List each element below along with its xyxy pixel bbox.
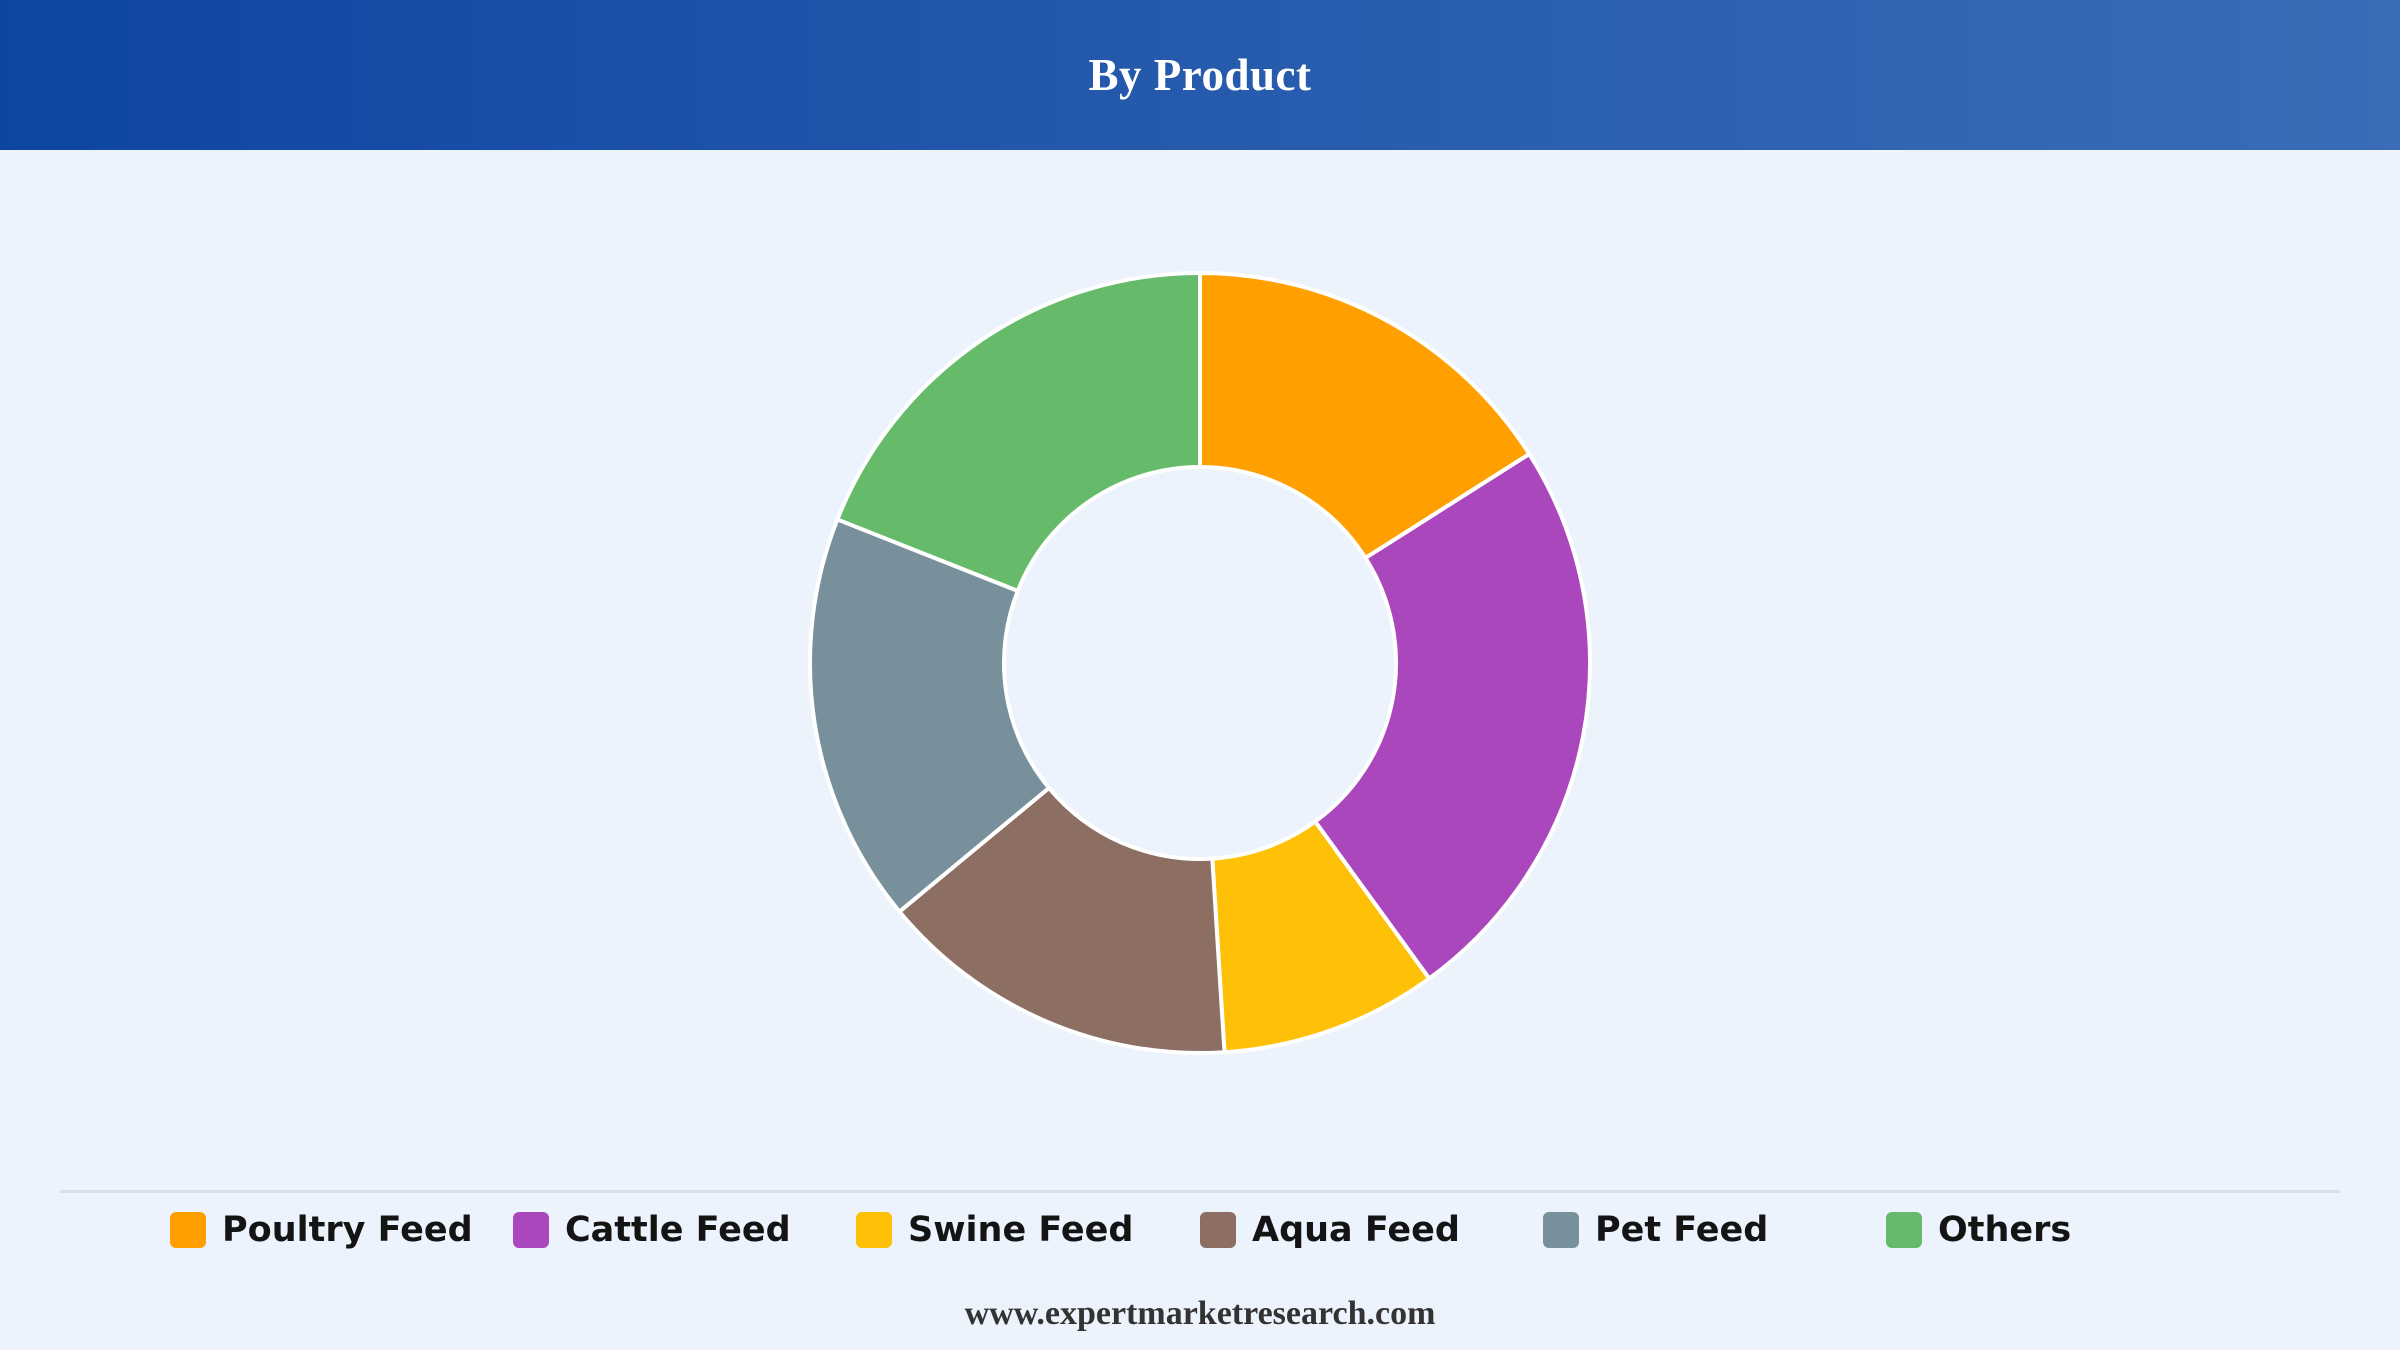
slice-aqua-feed <box>897 785 1227 1055</box>
legend-item-swine-feed: Swine Feed <box>856 1200 1133 1260</box>
slice-others <box>835 271 1202 593</box>
legend-label: Aqua Feed <box>1252 1210 1460 1250</box>
legend-item-aqua-feed: Aqua Feed <box>1200 1200 1460 1260</box>
legend-swatch <box>1200 1212 1236 1248</box>
legend-item-pet-feed: Pet Feed <box>1543 1200 1768 1260</box>
legend-divider <box>60 1190 2340 1193</box>
legend-label: Others <box>1938 1210 2072 1250</box>
legend: Poultry Feed Cattle Feed Swine Feed Aqua… <box>0 1200 2400 1260</box>
legend-swatch <box>513 1212 549 1248</box>
legend-swatch <box>856 1212 892 1248</box>
legend-label: Cattle Feed <box>565 1210 791 1250</box>
legend-label: Swine Feed <box>908 1210 1134 1250</box>
slice-poultry-feed <box>1198 271 1532 560</box>
legend-label: Poultry Feed <box>222 1210 473 1250</box>
legend-item-cattle-feed: Cattle Feed <box>513 1200 791 1260</box>
footer-url: www.expertmarketresearch.com <box>964 1295 1436 1332</box>
legend-item-others: Others <box>1886 1200 2071 1260</box>
legend-swatch <box>1543 1212 1579 1248</box>
header-bar: By Product <box>0 0 2400 150</box>
donut-chart <box>808 271 1592 1055</box>
legend-swatch <box>170 1212 206 1248</box>
slice-cattle-feed <box>1313 452 1592 981</box>
chart-title: By Product <box>1088 50 1312 100</box>
legend-item-poultry-feed: Poultry Feed <box>170 1200 473 1260</box>
slice-pet-feed <box>808 517 1051 914</box>
legend-label: Pet Feed <box>1595 1210 1769 1250</box>
legend-swatch <box>1886 1212 1922 1248</box>
